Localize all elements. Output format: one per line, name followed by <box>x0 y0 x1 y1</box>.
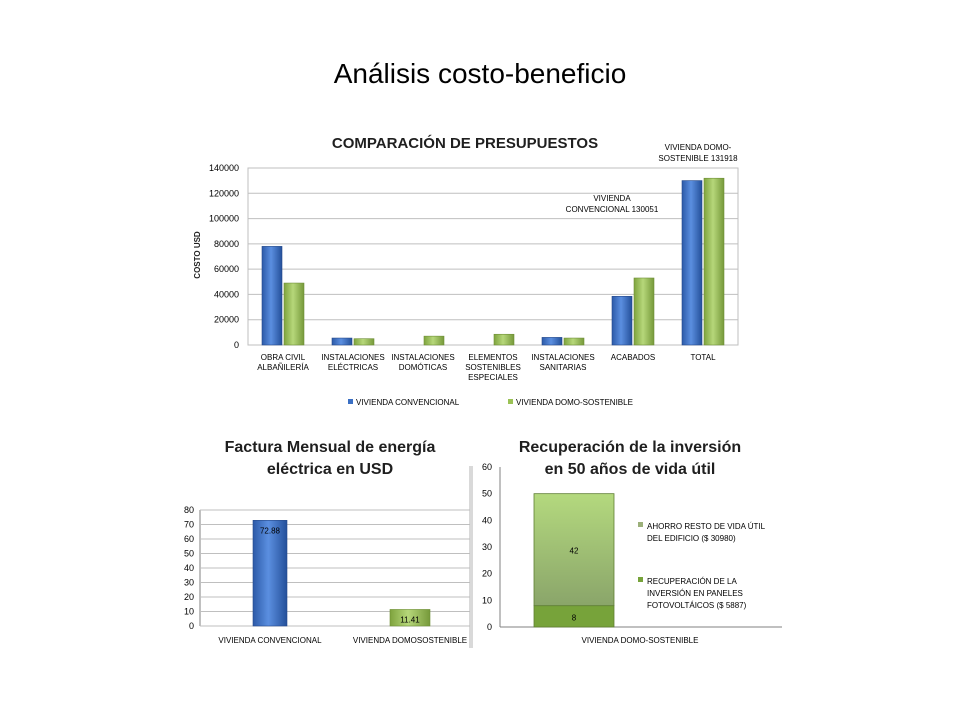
data-label: 72.88 <box>260 526 281 535</box>
bar <box>389 609 431 627</box>
bar <box>541 337 563 346</box>
bar-segment <box>533 493 615 607</box>
x-tick-label: VIVIENDA DOMOSOSTENIBLE <box>353 636 467 645</box>
bar <box>611 296 633 346</box>
y-tick-label: 20 <box>184 592 194 602</box>
x-tick-label: ACABADOS <box>611 353 655 362</box>
legend-label: VIVIENDA DOMO-SOSTENIBLE <box>516 398 633 407</box>
legend-swatch <box>638 577 643 582</box>
data-label: 42 <box>570 547 579 556</box>
legend-swatch <box>348 399 353 404</box>
x-tick-label: VIVIENDA DOMO-SOSTENIBLE <box>582 636 699 645</box>
chart-presupuestos: COMPARACIÓN DE PRESUPUESTOS COSTO USD 0 2… <box>193 134 739 407</box>
legend-label: VIVIENDA CONVENCIONAL <box>356 398 460 407</box>
y-tick-label: 80000 <box>214 239 239 249</box>
bar <box>423 335 445 346</box>
y-tick-label: 50 <box>482 489 492 499</box>
bar <box>563 337 585 346</box>
bar <box>493 333 515 346</box>
chart-title: Recuperación de la inversión en 50 años d… <box>519 439 741 478</box>
panel-separator <box>469 466 473 648</box>
x-tick-label: TOTAL <box>690 353 716 362</box>
y-tick-label: 140000 <box>209 163 239 173</box>
bar <box>283 282 305 346</box>
bar <box>681 180 703 346</box>
y-tick-label: 0 <box>487 622 492 632</box>
annotation-convencional: VIVIENDA CONVENCIONAL 130051 <box>566 194 659 214</box>
x-tick-label: ELEMENTOS SOSTENIBLES ESPECIALES <box>465 353 521 382</box>
chart-title: COMPARACIÓN DE PRESUPUESTOS <box>332 134 598 152</box>
y-tick-label: 40 <box>184 563 194 573</box>
legend-label: AHORRO RESTO DE VIDA ÚTIL DEL EDIFICIO ($… <box>647 522 766 543</box>
y-tick-label: 30 <box>482 542 492 552</box>
y-tick-label: 120000 <box>209 188 239 198</box>
data-label: 8 <box>572 613 577 622</box>
y-tick-label: 20000 <box>214 315 239 325</box>
x-tick-label: INSTALACIONES SANITARIAS <box>531 353 594 372</box>
legend-swatch <box>638 522 643 527</box>
slide-title: Análisis costo-beneficio <box>333 58 627 89</box>
y-tick-label: 80 <box>184 505 194 515</box>
x-tick-label: OBRA CIVIL ALBAÑILERÍA <box>257 353 309 372</box>
x-tick-label: INSTALACIONES ELÉCTRICAS <box>321 353 384 372</box>
y-tick-label: 50 <box>184 549 194 559</box>
y-tick-label: 60 <box>184 534 194 544</box>
bar <box>252 520 288 627</box>
chart-recuperacion: Recuperación de la inversión en 50 años d… <box>482 439 782 645</box>
y-tick-label: 60 <box>482 462 492 472</box>
y-tick-label: 40 <box>482 515 492 525</box>
y-tick-label: 60000 <box>214 264 239 274</box>
bar <box>633 277 655 346</box>
y-tick-label: 30 <box>184 578 194 588</box>
y-tick-label: 70 <box>184 520 194 530</box>
annotation-domo: VIVIENDA DOMO-SOSTENIBLE 131918 <box>658 143 738 163</box>
bar <box>353 338 375 346</box>
chart-factura: Factura Mensual de energía eléctrica en U… <box>184 439 473 648</box>
x-tick-label: VIVIENDA CONVENCIONAL <box>218 636 322 645</box>
bar <box>331 337 353 346</box>
y-tick-label: 40000 <box>214 289 239 299</box>
y-axis-label: COSTO USD <box>193 231 202 279</box>
plot-area <box>247 167 739 346</box>
bar <box>261 246 283 346</box>
y-tick-label: 100000 <box>209 214 239 224</box>
y-tick-label: 10 <box>482 595 492 605</box>
y-tick-label: 0 <box>234 340 239 350</box>
bar <box>703 177 725 346</box>
chart-title: Factura Mensual de energía eléctrica en U… <box>225 439 436 478</box>
y-tick-label: 0 <box>189 621 194 631</box>
data-label: 11.41 <box>400 615 420 624</box>
x-tick-label: INSTALACIONES DOMÓTICAS <box>391 353 454 372</box>
legend-swatch <box>508 399 513 404</box>
y-tick-label: 20 <box>482 569 492 579</box>
legend-label: RECUPERACIÓN DE LA INVERSIÓN EN PANELES FO… <box>647 577 747 610</box>
y-tick-label: 10 <box>184 607 194 617</box>
